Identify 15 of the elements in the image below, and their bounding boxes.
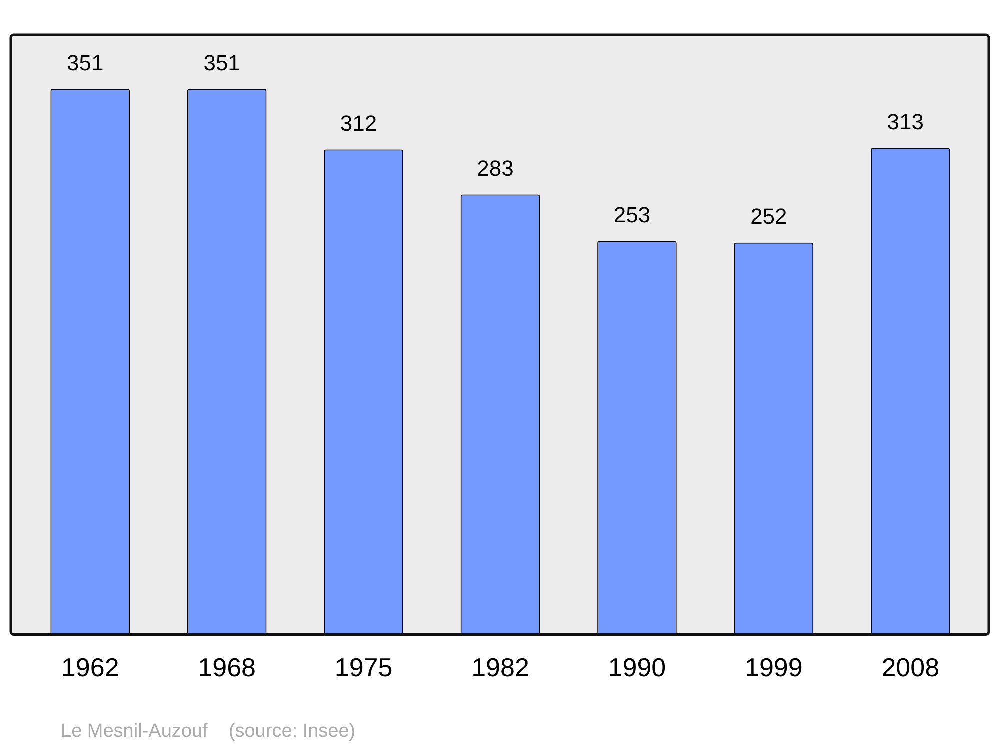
x-tick-label: 2008 xyxy=(882,652,940,683)
x-tick-label: 1982 xyxy=(472,652,530,683)
x-tick-label: 1968 xyxy=(198,652,256,683)
x-tick-label: 1990 xyxy=(608,652,666,683)
data-label: 351 xyxy=(67,50,104,76)
data-label: 351 xyxy=(204,50,240,76)
data-label: 253 xyxy=(614,202,651,228)
x-tick-label: 1962 xyxy=(61,652,120,683)
text: Le Mesnil-Auzouf (source: Insee) xyxy=(61,721,356,742)
data-label: 313 xyxy=(887,109,924,134)
data-label: 252 xyxy=(750,204,788,229)
x-tick-label: 1999 xyxy=(745,652,803,683)
data-label: 283 xyxy=(477,156,514,181)
x-tick-label: 1975 xyxy=(334,652,393,683)
data-label: 312 xyxy=(340,110,378,136)
